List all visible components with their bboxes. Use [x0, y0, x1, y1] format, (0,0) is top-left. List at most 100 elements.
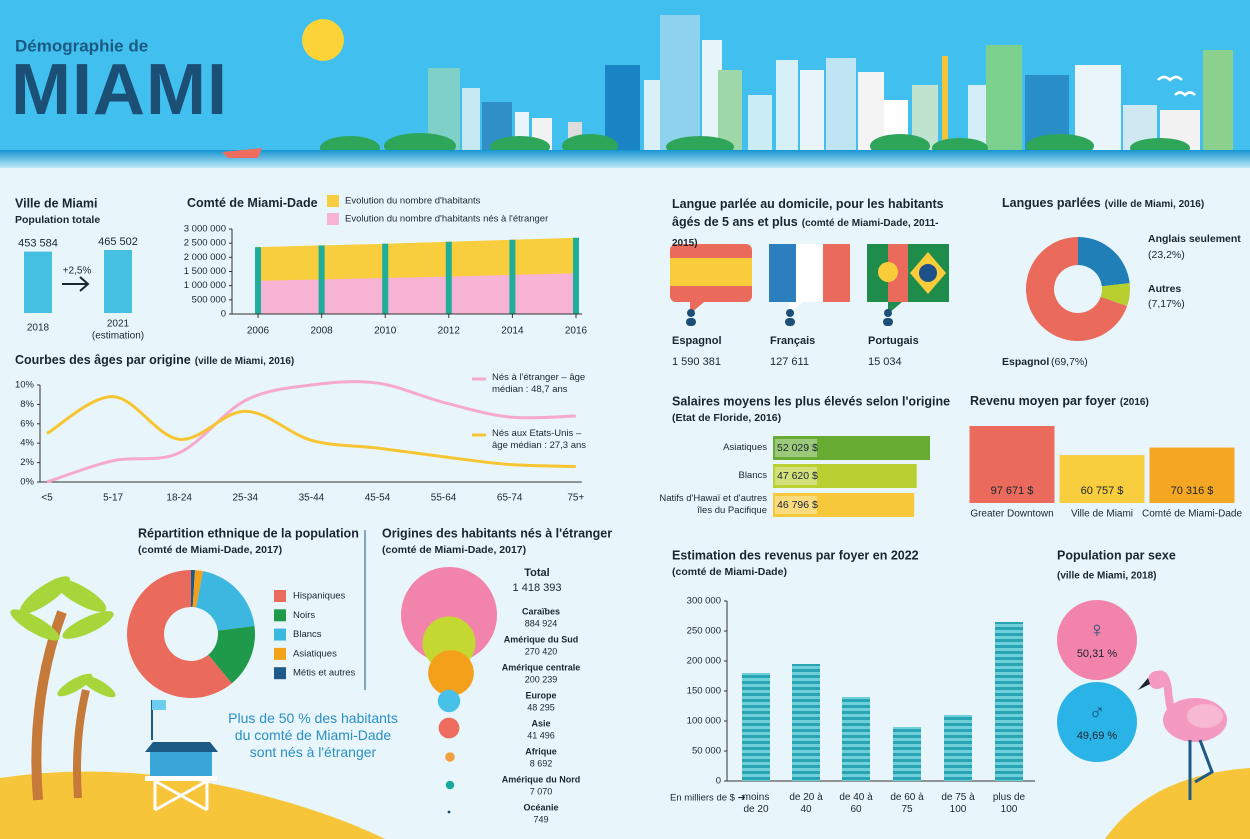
x-tick-label: Comté de Miami-Dade [1142, 509, 1242, 520]
value-label: (7,17%) [1148, 298, 1185, 310]
x-tick-label: 75+ [567, 493, 584, 504]
y-tick-label: 1 000 000 [184, 280, 226, 291]
legend-swatch [274, 609, 286, 622]
y-tick-label: 50 000 [692, 746, 721, 757]
y-tick-label: Blancs [738, 470, 767, 481]
legend-label: Nés à l'étranger – âge médian : 48,7 ans [492, 372, 586, 395]
flamingo [1138, 670, 1227, 800]
legend-swatch [274, 590, 286, 602]
chart-subtitle: (ville de Miami, 2016) [195, 356, 295, 367]
bubble-label: Caraïbes [522, 606, 560, 616]
chart-subtitle: (2016) [1120, 397, 1149, 408]
x-tick-label: Greater Downtown [970, 509, 1053, 520]
annotation: +2,5% [63, 266, 92, 277]
y-tick-label: Asiatiques [723, 442, 767, 453]
chart-title: Revenu moyen par foyer (2016) [970, 394, 1149, 408]
x-tick-label: de 60 à 75 [890, 792, 924, 815]
x-tick-label: 65-74 [497, 493, 523, 504]
flags [670, 244, 949, 314]
bubble-label: Amérique du Nord [502, 774, 581, 784]
donut-slice [1026, 237, 1128, 341]
x-tick-label: Ville de Miami [1071, 509, 1133, 520]
x-tick-label: 2016 [565, 326, 588, 337]
x-tick-label: 25-34 [233, 493, 259, 504]
bubble [445, 780, 455, 790]
x-tick-label: 2014 [501, 326, 524, 337]
y-tick-label: 500 000 [192, 294, 226, 305]
chart-subtitle: Population totale [15, 214, 100, 226]
value-label: 97 671 $ [991, 485, 1034, 497]
sand [1105, 768, 1250, 839]
bubble [447, 810, 451, 814]
y-tick-label: 2% [20, 457, 34, 468]
x-tick-label: plus de 100 [992, 792, 1026, 815]
bar [104, 250, 132, 313]
chart-subtitle: (comté de Miami-Dade, 2017) [138, 544, 282, 556]
person-icons [686, 309, 893, 326]
bar [742, 673, 770, 781]
bubble [437, 689, 461, 713]
decor [0, 244, 1250, 839]
slice-label: Espagnol [1002, 356, 1049, 368]
boat [222, 148, 262, 158]
value-label: (69,7%) [1051, 356, 1088, 368]
sea [0, 150, 1250, 168]
bar [773, 464, 917, 488]
bar [1059, 455, 1145, 503]
x-tick-label: de 75 à 100 [941, 792, 975, 815]
value-label: 270 420 [525, 646, 558, 656]
donut-slice [127, 570, 232, 698]
bubble [445, 752, 455, 762]
legend-swatch [274, 667, 286, 680]
chart-subtitle: (Etat de Floride, 2016) [672, 412, 781, 424]
y-tick-label: 4% [20, 438, 34, 449]
language-label: Français [770, 335, 815, 347]
y-tick-label: 0% [20, 477, 34, 488]
value-label-bg [775, 467, 817, 485]
legend-swatch [274, 647, 286, 660]
legend-label: Evolution du nombre d'habitants [345, 196, 481, 207]
language-label: Espagnol [672, 335, 722, 347]
legend-label: Nés aux Etats-Unis – âge médian : 27,3 a… [492, 428, 587, 451]
total-label: Total [524, 567, 549, 579]
value-label: 52 029 $ [777, 442, 818, 454]
legend-label: Noirs [293, 610, 315, 621]
line [46, 395, 576, 468]
bar [24, 251, 52, 313]
y-tick-label: 250 000 [687, 626, 721, 637]
chart-title: Estimation des revenus par foyer en 2022 [672, 548, 919, 562]
y-tick-label: 8% [20, 399, 34, 410]
value-label: 8 692 [530, 758, 553, 768]
header-title: MIAMI [11, 50, 228, 130]
bubble-label: Océanie [523, 802, 558, 812]
language-value: 1 590 381 [672, 356, 721, 368]
x-tick-label: 35-44 [299, 493, 325, 504]
y-tick-label: 6% [20, 418, 34, 429]
area [258, 273, 576, 314]
header-subtitle: Démographie de [15, 36, 148, 55]
section-title: Langue parlée au domicile, pour les habi… [672, 195, 962, 253]
x-tick-label: 2008 [310, 326, 333, 337]
x-tick-label: de 20 à 40 [789, 792, 823, 815]
chart-title: Origines des habitants nés à l'étranger [382, 526, 612, 540]
legend-label: Métis et autres [293, 668, 356, 679]
slice-label: Anglais seulement [1148, 233, 1241, 245]
value-label: 46 796 $ [777, 499, 818, 511]
donut-slice [196, 571, 255, 631]
lifeguard-tower [145, 700, 218, 812]
bubble-label: Afrique [525, 746, 557, 756]
x-tick-label: <5 [41, 493, 53, 504]
palm-trunk [73, 689, 90, 799]
bubble [428, 650, 474, 696]
legend-label: Hispaniques [293, 591, 346, 602]
palm-leaves [10, 576, 116, 698]
year-marker [318, 245, 325, 314]
value-label: 453 584 [18, 238, 58, 250]
value-label: 200 239 [525, 674, 558, 684]
value-label: (23,2%) [1148, 249, 1185, 261]
y-tick-label: 10% [15, 380, 35, 391]
bar [1149, 447, 1235, 503]
bar [773, 436, 930, 460]
value-label-bg [775, 439, 817, 457]
